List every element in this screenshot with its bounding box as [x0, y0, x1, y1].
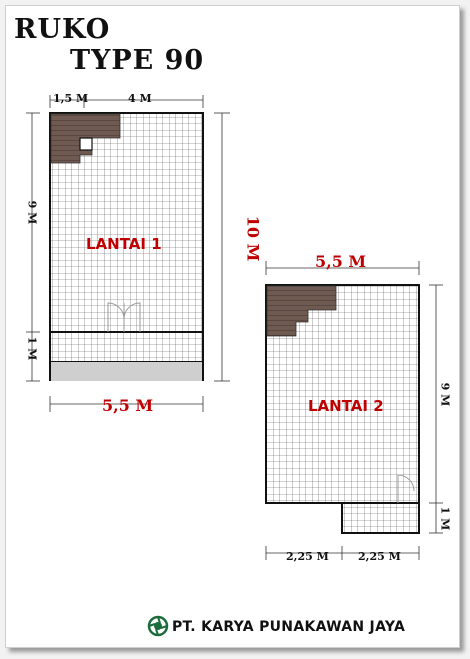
- floor-2-staircase: [266, 285, 337, 337]
- floor-1-dim-top-left: 1,5 M: [53, 92, 89, 105]
- floor-2-door: [397, 474, 415, 503]
- floor-1-dim-left-main: 9 M: [25, 200, 39, 225]
- floor-2-dimension-lines: [265, 261, 443, 560]
- floor-1-dim-left-front: 1 M: [25, 336, 39, 361]
- floor-1-label: LANTAI 1: [86, 235, 162, 253]
- floor-1-dim-total-depth: 10 M: [243, 215, 263, 262]
- floor-1-terrace: [51, 362, 202, 381]
- floor-1-main-area: [49, 112, 204, 333]
- floor-2-dim-right-front: 1 M: [438, 506, 452, 531]
- company-name: PT. KARYA PUNAKAWAN JAYA: [172, 619, 406, 635]
- floor-2-dim-bottom-left: 2,25 M: [286, 550, 329, 563]
- title-line-2: TYPE 90: [70, 45, 205, 76]
- floor-1-dimension-lines: [26, 95, 230, 412]
- floor-1-dim-top-right: 4 M: [128, 92, 152, 105]
- floor-1-plan: [26, 95, 230, 412]
- floor-1-dim-bottom: 5,5 M: [102, 396, 154, 415]
- title-line-1: RUKO: [14, 14, 111, 45]
- floor-2-dim-top: 5,5 M: [315, 252, 367, 271]
- floor-2-plan: [265, 261, 443, 560]
- floor-1-front-area: [49, 331, 204, 363]
- floor-2-balcony: [341, 502, 420, 534]
- floor-1-doors: [107, 302, 141, 332]
- floor-2-label: LANTAI 2: [308, 397, 384, 415]
- floor-2-dim-right-main: 9 M: [438, 382, 452, 407]
- company-logo-icon: [147, 615, 169, 637]
- floor-2-dim-bottom-right: 2,25 M: [358, 550, 401, 563]
